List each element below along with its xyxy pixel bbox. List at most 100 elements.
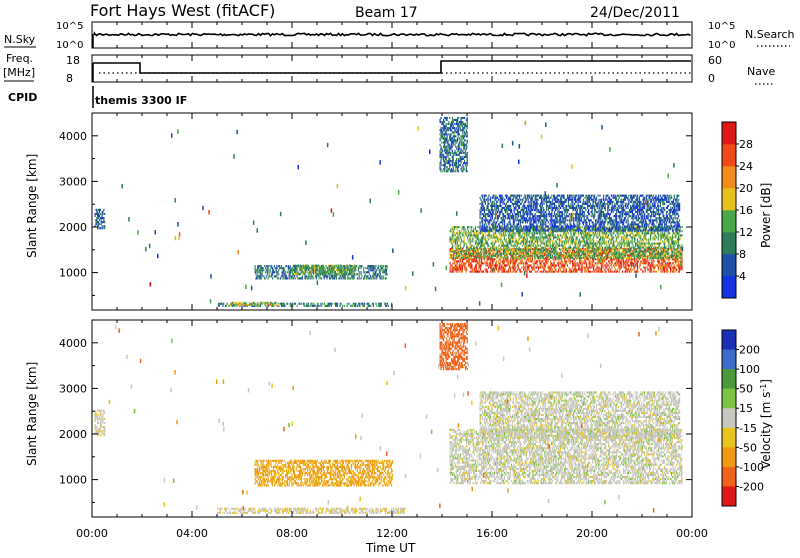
data-cell bbox=[538, 269, 539, 271]
data-cell bbox=[488, 253, 489, 255]
data-cell bbox=[650, 257, 651, 259]
data-cell bbox=[507, 257, 508, 259]
data-cell bbox=[622, 271, 623, 273]
data-cell bbox=[302, 275, 303, 277]
data-cell bbox=[102, 211, 103, 213]
data-cell bbox=[507, 245, 508, 247]
data-cell bbox=[614, 255, 615, 257]
data-cell bbox=[613, 241, 614, 243]
data-cell bbox=[516, 257, 517, 259]
data-cell bbox=[352, 273, 353, 275]
data-cell bbox=[464, 253, 465, 255]
data-cell bbox=[640, 257, 641, 259]
data-cell bbox=[361, 275, 362, 277]
data-cell bbox=[572, 260, 573, 262]
nsearch-tick-bottom: 10^0 bbox=[708, 40, 735, 51]
data-cell bbox=[352, 267, 353, 269]
data-cell bbox=[327, 275, 328, 277]
data-cell bbox=[508, 262, 509, 264]
data-cell bbox=[460, 232, 461, 234]
data-cell bbox=[664, 271, 665, 273]
data-cell bbox=[333, 265, 334, 267]
data-cell bbox=[484, 262, 485, 264]
data-cell bbox=[471, 228, 472, 230]
data-cell bbox=[526, 253, 527, 255]
data-cell bbox=[496, 267, 497, 269]
data-cell bbox=[471, 247, 472, 249]
data-cell bbox=[256, 305, 257, 307]
data-cell bbox=[580, 262, 581, 264]
data-cell bbox=[499, 251, 500, 253]
data-cell bbox=[457, 243, 458, 245]
data-cell bbox=[268, 302, 269, 304]
data-cell bbox=[330, 273, 331, 275]
data-cell bbox=[567, 238, 568, 240]
data-cell bbox=[638, 243, 639, 245]
data-cell bbox=[645, 236, 646, 238]
data-cell bbox=[548, 238, 549, 240]
data-cell bbox=[665, 262, 666, 264]
data-cell bbox=[344, 305, 345, 307]
data-cell bbox=[494, 271, 495, 273]
data-cell bbox=[507, 249, 508, 251]
data-cell bbox=[576, 245, 577, 247]
data-cell bbox=[514, 269, 515, 271]
data-cell bbox=[461, 238, 462, 240]
data-cell bbox=[513, 247, 514, 249]
data-cell bbox=[466, 234, 467, 236]
data-cell bbox=[621, 264, 622, 266]
data-cell bbox=[374, 267, 375, 269]
data-cell bbox=[555, 267, 556, 269]
data-cell bbox=[520, 260, 521, 262]
data-cell bbox=[319, 269, 320, 271]
data-cell bbox=[509, 247, 510, 249]
data-cell bbox=[541, 253, 542, 255]
data-cell bbox=[219, 305, 220, 307]
data-cell bbox=[526, 260, 527, 262]
data-cell bbox=[660, 262, 661, 264]
data-cell bbox=[621, 267, 622, 269]
data-cell bbox=[625, 264, 626, 266]
data-cell bbox=[543, 271, 544, 273]
data-cell bbox=[540, 260, 541, 262]
data-cell bbox=[604, 271, 605, 273]
data-cell bbox=[560, 249, 561, 251]
data-cell bbox=[306, 303, 307, 305]
data-cell bbox=[575, 243, 576, 245]
data-cell bbox=[523, 262, 524, 264]
data-cell bbox=[279, 265, 280, 267]
data-cell bbox=[244, 302, 245, 304]
data-cell bbox=[234, 302, 235, 304]
data-cell bbox=[623, 264, 624, 266]
data-cell bbox=[640, 253, 641, 255]
data-cell bbox=[513, 245, 514, 247]
data-cell bbox=[459, 234, 460, 236]
data-cell bbox=[499, 243, 500, 245]
data-cell bbox=[286, 265, 287, 267]
data-cell bbox=[501, 253, 502, 255]
data-cell bbox=[490, 247, 491, 249]
data-cell bbox=[510, 269, 511, 271]
data-cell bbox=[464, 236, 465, 238]
data-cell bbox=[297, 275, 298, 277]
data-cell bbox=[453, 236, 454, 238]
data-cell bbox=[590, 262, 591, 264]
data-cell bbox=[640, 236, 641, 238]
data-cell bbox=[453, 234, 454, 236]
data-cell bbox=[558, 234, 559, 236]
data-cell bbox=[283, 267, 284, 269]
data-cell bbox=[503, 232, 504, 234]
data-cell bbox=[653, 262, 654, 264]
data-cell bbox=[507, 251, 508, 253]
data-cell bbox=[666, 264, 667, 266]
data-cell bbox=[614, 245, 615, 247]
data-cell bbox=[532, 258, 533, 260]
data-cell bbox=[101, 219, 102, 221]
data-cell bbox=[647, 249, 648, 251]
data-cell bbox=[353, 275, 354, 277]
data-cell bbox=[503, 267, 504, 269]
data-cell bbox=[367, 277, 368, 279]
data-cell bbox=[262, 271, 263, 273]
data-cell bbox=[309, 275, 310, 277]
data-cell bbox=[534, 269, 535, 271]
